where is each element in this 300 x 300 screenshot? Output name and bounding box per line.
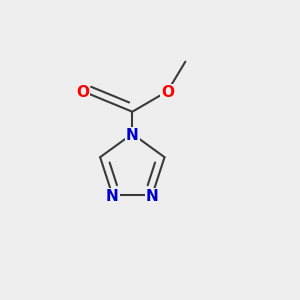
Text: N: N xyxy=(146,189,159,204)
Text: N: N xyxy=(106,189,119,204)
Text: N: N xyxy=(126,128,139,143)
Text: O: O xyxy=(76,85,89,100)
Text: O: O xyxy=(161,85,174,100)
